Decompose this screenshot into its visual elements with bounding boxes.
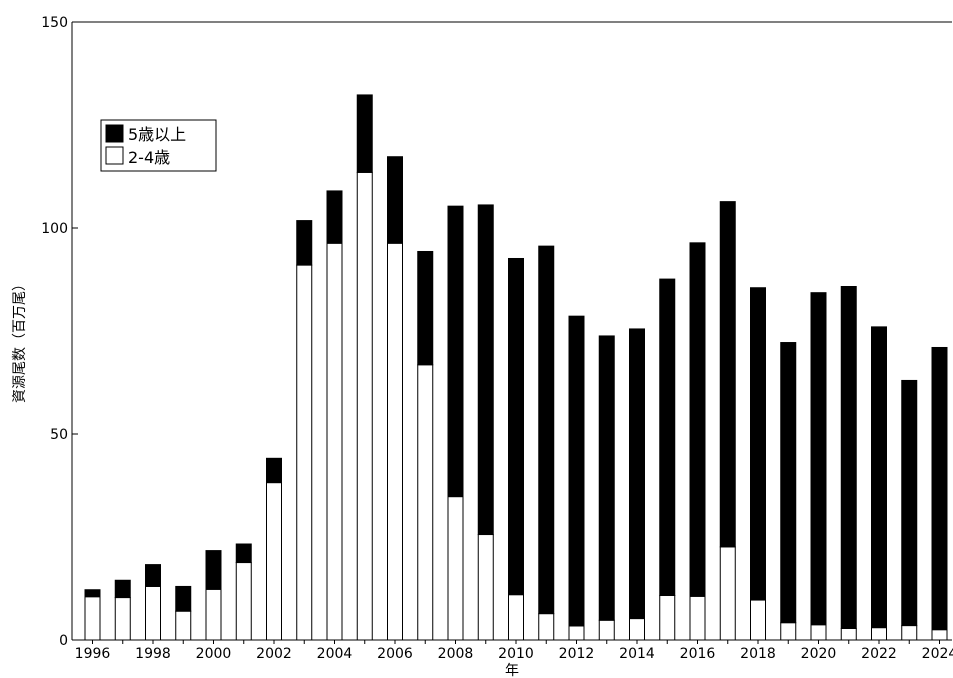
bar-2to4-2020: [810, 624, 827, 641]
bar-5plus-2013: [598, 335, 615, 621]
bar-2to4-2012: [568, 625, 585, 641]
y-ticks-group: 0 50 100 150: [41, 15, 78, 649]
bar-2to4-2016: [689, 595, 706, 641]
bar-5plus-2021: [840, 286, 857, 629]
y-tick-label-150: 150: [41, 15, 68, 31]
axes-group: [71, 21, 952, 641]
bar-5plus-1997: [114, 579, 131, 599]
x-tick-label-2002: 2002: [256, 646, 292, 662]
x-tick-label-1996: 1996: [75, 646, 111, 662]
bar-5plus-2020: [810, 292, 827, 626]
bar-2to4-2008: [447, 496, 464, 641]
bar-2to4-2021: [840, 627, 857, 641]
x-tick-label-2010: 2010: [498, 646, 534, 662]
y-tick-label-100: 100: [41, 221, 68, 237]
bar-2to4-2010: [508, 594, 524, 641]
bar-5plus-2017: [719, 201, 736, 548]
x-tick-label-2020: 2020: [801, 646, 837, 662]
bar-5plus-2016: [689, 242, 706, 597]
x-tick-label-2014: 2014: [619, 646, 655, 662]
bar-5plus-1996: [84, 589, 101, 598]
bar-2to4-2000: [205, 588, 222, 641]
bar-2to4-2023: [901, 625, 918, 641]
bar-5plus-2002: [266, 457, 282, 484]
bar-5plus-2015: [659, 278, 676, 597]
legend-label-2to4: 2-4歳: [128, 148, 170, 167]
bar-5plus-2018: [750, 287, 766, 601]
bar-5plus-2024: [931, 346, 948, 631]
legend-swatch-5plus: [105, 124, 124, 143]
bar-2to4-2006: [387, 242, 403, 641]
bar-5plus-2023: [901, 379, 918, 627]
legend-label-5plus: 5歳以上: [128, 125, 186, 144]
bar-5plus-2003: [296, 220, 313, 266]
bar-5plus-2019: [780, 342, 797, 624]
bar-2to4-2007: [417, 364, 434, 641]
bar-2to4-1999: [175, 610, 192, 641]
y-tick-label-0: 0: [59, 633, 68, 649]
bar-2to4-2003: [296, 264, 313, 641]
bar-2to4-2001: [235, 562, 252, 641]
bar-2to4-2015: [659, 595, 676, 641]
bar-5plus-2004: [326, 190, 343, 244]
bar-5plus-2000: [205, 550, 222, 590]
bar-5plus-1999: [175, 585, 192, 612]
x-tick-label-2004: 2004: [317, 646, 353, 662]
bar-2to4-2014: [629, 618, 645, 641]
x-ticks-group: 1996 1998 2000 2002 2004 2006 2008 2010 2012 2014…: [75, 640, 953, 662]
bar-5plus-2014: [629, 328, 645, 620]
x-tick-label-2000: 2000: [196, 646, 232, 662]
bar-5plus-2010: [508, 257, 524, 596]
bar-2to4-1996: [84, 596, 101, 641]
bar-2to4-2019: [780, 622, 797, 641]
bar-2to4-2024: [931, 629, 948, 641]
bar-5plus-2006: [387, 156, 403, 244]
x-axis-title: 年: [505, 663, 519, 678]
y-axis-title: 資源尾数（百万尾）: [12, 277, 28, 403]
x-tick-label-1998: 1998: [135, 646, 171, 662]
bar-5plus-2022: [871, 326, 887, 629]
bar-2to4-2004: [326, 242, 343, 641]
bar-2to4-2022: [871, 627, 887, 641]
bar-2to4-1997: [114, 597, 131, 641]
bar-2to4-1998: [145, 585, 161, 641]
bar-2to4-2005: [356, 171, 373, 641]
x-tick-label-2018: 2018: [740, 646, 776, 662]
bar-5plus-1998: [145, 564, 161, 587]
bar-5plus-2012: [568, 315, 585, 627]
bar-2to4-2017: [719, 546, 736, 641]
x-tick-label-2022: 2022: [861, 646, 897, 662]
bar-2to4-2018: [750, 599, 766, 641]
x-tick-label-2008: 2008: [438, 646, 474, 662]
bar-2to4-2011: [538, 613, 555, 641]
bar-5plus-2001: [235, 543, 252, 564]
x-tick-label-2012: 2012: [559, 646, 595, 662]
bar-2to4-2009: [477, 534, 494, 641]
bar-5plus-2011: [538, 245, 555, 615]
bar-5plus-2008: [447, 205, 464, 498]
x-tick-label-2024: 2024: [922, 646, 953, 662]
bars-group: [84, 94, 948, 641]
bar-5plus-2007: [417, 250, 434, 366]
legend: 5歳以上 2-4歳: [100, 119, 217, 172]
bar-5plus-2009: [477, 204, 494, 536]
bar-2to4-2002: [266, 482, 282, 641]
x-tick-label-2016: 2016: [680, 646, 716, 662]
bar-2to4-2013: [598, 619, 615, 641]
x-tick-label-2006: 2006: [377, 646, 413, 662]
legend-swatch-2to4: [105, 146, 124, 165]
bar-5plus-2005: [356, 94, 373, 173]
y-tick-label-50: 50: [50, 427, 68, 443]
